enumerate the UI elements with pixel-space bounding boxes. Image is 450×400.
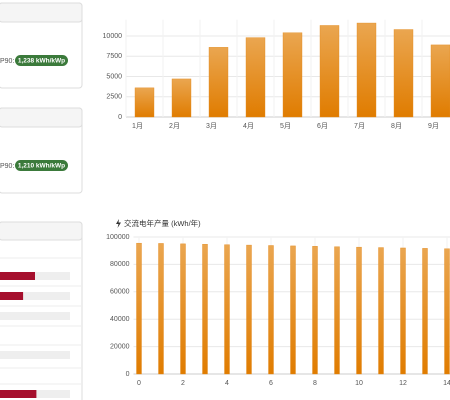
bar [356,246,362,375]
x-tick-label: 6 [269,380,273,387]
badge-text: 1,238 kWh/kWp [18,58,65,65]
bar [268,245,274,375]
y-tick-label: 80000 [110,261,130,268]
bar [180,243,186,375]
x-tick-label: 10 [355,380,363,387]
bar [422,248,428,375]
x-tick-label: 3月 [206,122,217,130]
badge [15,55,68,66]
y-tick-label: 10000 [103,33,123,40]
x-tick-label: 8 [313,380,317,387]
bar [444,248,450,375]
x-tick-label: 0 [137,380,141,387]
y-tick-label: 60000 [110,289,130,296]
y-tick-label: 20000 [110,343,130,350]
card: P90: 1,210 kWh/kWp [0,107,83,194]
y-tick-label: 100000 [106,234,129,241]
x-tick-label: 8月 [391,122,402,130]
bar [312,246,318,375]
progress-fill [0,272,35,280]
y-tick-label: 2500 [106,94,122,101]
chart-title: 交流电年产量 (kWh/年) [124,218,201,228]
card-box [0,221,83,400]
bar [136,242,142,375]
bar [171,78,192,118]
x-tick-label: 9月 [428,122,439,130]
progress-fill [0,390,37,398]
progress-fill [0,292,24,300]
x-tick-label: 6月 [317,122,328,130]
card [0,221,83,400]
bar [378,247,384,375]
progress-track [0,312,70,320]
x-tick-label: 2月 [169,122,180,130]
badge [15,160,68,171]
x-tick-label: 4月 [243,122,254,130]
card-header [0,221,83,241]
y-tick-label: 7500 [106,53,122,60]
card: P90: 1,238 kWh/kWp [0,2,83,89]
y-tick-label: 0 [126,371,130,378]
x-tick-label: 7月 [354,122,365,130]
bolt-icon [116,219,121,228]
bar [202,244,208,375]
badge-text: 1,210 kWh/kWp [18,163,65,170]
card-header [0,2,83,23]
bar [400,247,406,375]
x-tick-label: 14 [443,380,450,387]
y-tick-label: 5000 [106,73,122,80]
y-tick-label: 0 [118,114,122,121]
bar [319,25,340,118]
progress-track [0,292,70,300]
progress-track [0,351,70,359]
bar [393,29,414,118]
bar [245,37,266,118]
x-tick-label: 2 [181,380,185,387]
bar [158,243,164,375]
bar [282,32,303,118]
card-header [0,107,83,128]
x-tick-label: 12 [399,380,407,387]
y-tick-label: 40000 [110,316,130,323]
x-tick-label: 5月 [280,122,291,130]
bar [224,244,230,375]
bar [134,87,155,118]
label: P90: [0,58,14,65]
bar [208,47,229,118]
bar [430,44,450,118]
bar [356,22,377,118]
x-tick-label: 4 [225,380,229,387]
label: P90: [0,163,14,170]
x-tick-label: 1月 [132,122,143,130]
bar [290,245,296,375]
bar [246,244,252,375]
bar [334,246,340,375]
